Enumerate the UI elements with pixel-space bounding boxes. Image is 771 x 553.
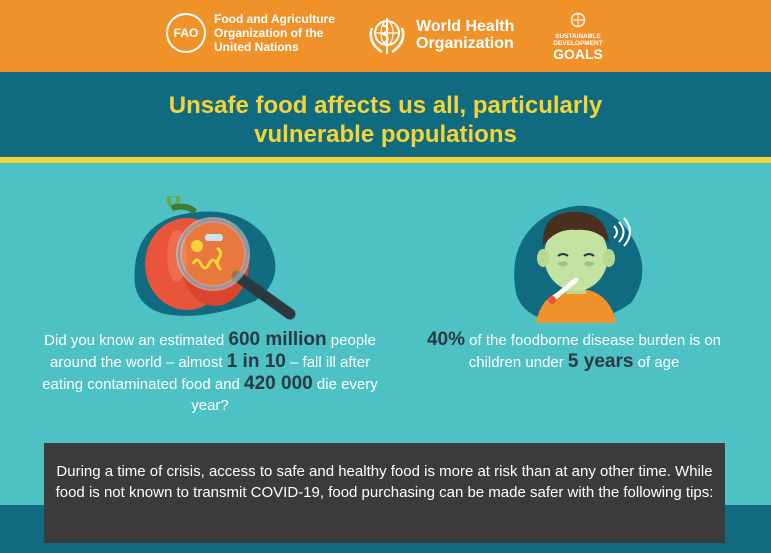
who-logo: World Health Organization [364, 12, 514, 58]
stat-number: 600 million [228, 329, 327, 350]
who-name-line: World Health [416, 18, 515, 35]
tip-text: During a time of crisis, access to safe … [55, 463, 714, 501]
stat-text: Did you know an estimated [44, 332, 229, 349]
stat-number: 40% [426, 329, 465, 350]
fao-emblem-icon: FAO [166, 13, 206, 53]
fao-logo: FAO Food and Agriculture Organization of… [166, 12, 335, 54]
stat-text: – fall ill after eating contaminated foo… [42, 354, 371, 393]
sdg-line: SUSTAINABLE [555, 33, 601, 40]
sdg-logo: SUSTAINABLE DEVELOPMENT GOALS [548, 12, 608, 61]
stat-text: of age [633, 354, 680, 371]
stat-text: of the foodborne disease burden is on ch… [465, 332, 722, 371]
who-name-line: Organization [416, 35, 514, 52]
stat-number: 420 000 [244, 373, 313, 394]
stat-number: 5 years [567, 351, 634, 372]
sick-child-icon [514, 205, 643, 323]
fao-name-line: Organization of the [214, 26, 324, 40]
header-bar: FAO Food and Agriculture Organization of… [0, 0, 771, 72]
fao-name: Food and Agriculture Organization of the… [214, 12, 335, 54]
stat-left-text: Did you know an estimated 600 million pe… [40, 329, 380, 416]
who-name: World Health Organization [416, 18, 514, 52]
stat-text: die every year? [191, 376, 378, 414]
fao-name-line: Food and Agriculture [214, 12, 335, 26]
un-emblem-icon [570, 12, 586, 28]
fao-abbr: FAO [173, 26, 199, 40]
pepper-magnifier-icon [134, 196, 296, 320]
title-line-1: Unsafe food affects us all, particularly [168, 92, 603, 119]
page-title: Unsafe food affects us all, particularly… [0, 91, 771, 149]
divider [0, 157, 771, 163]
title-line-2: vulnerable populations [254, 121, 517, 148]
fao-name-line: United Nations [214, 40, 299, 54]
tip-box: During a time of crisis, access to safe … [44, 443, 725, 543]
sdg-goals: GOALS [553, 46, 603, 62]
stat-text: people around the world – almost [49, 332, 376, 371]
who-emblem-icon [369, 18, 405, 54]
stat-number: 1 in 10 [226, 351, 286, 372]
sdg-line: DEVELOPMENT [553, 40, 603, 47]
title-band: Unsafe food affects us all, particularly… [0, 72, 771, 160]
stat-right-text: 40% of the foodborne disease burden is o… [414, 329, 734, 373]
